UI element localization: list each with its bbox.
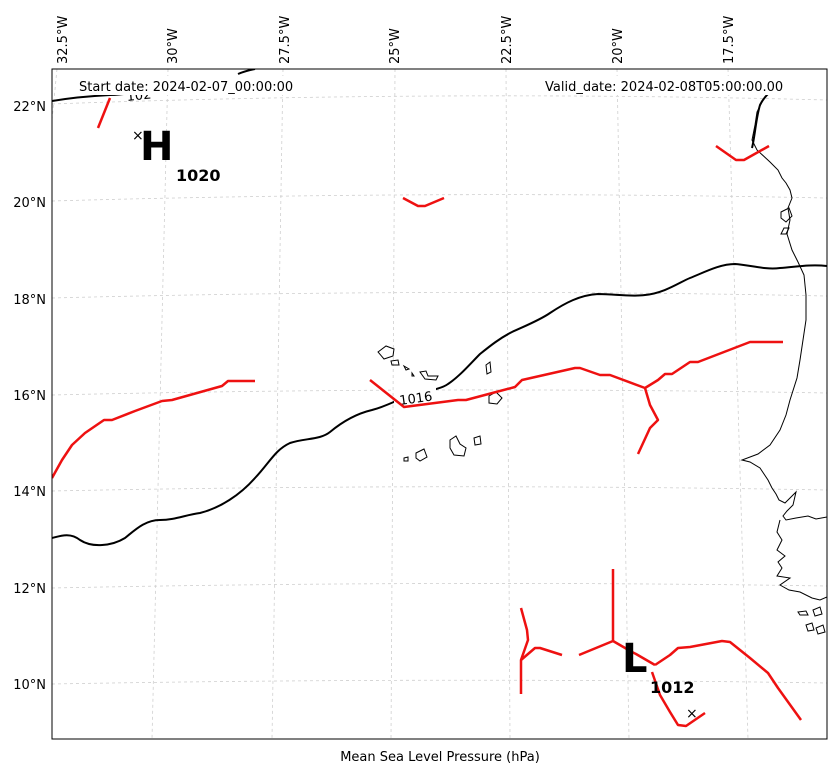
longitude-labels: 32.5°W 30°W 27.5°W 25°W 22.5°W 20°W 17.5… [56, 16, 737, 64]
low-marker: × [686, 706, 698, 722]
trough-northwest [96, 97, 112, 129]
lon-label-20w: 20°W [611, 28, 626, 64]
map-caption: Mean Sea Level Pressure (hPa) [340, 750, 540, 765]
lat-label-10n: 10°N [13, 678, 46, 693]
high-marker: × [132, 128, 144, 144]
isobar-north-coast [751, 91, 771, 149]
trough-south-c [578, 639, 656, 667]
lat-label-14n: 14°N [13, 485, 46, 500]
valid-date: Valid_date: 2024-02-08T05:00:00.00 [545, 80, 783, 95]
cape-verde-islands [377, 345, 503, 462]
trough-south-a [519, 607, 530, 694]
lat-label-22n: 22°N [13, 100, 46, 115]
lon-label-25w: 25°W [388, 28, 403, 64]
trough-west [52, 379, 255, 479]
start-date-bg [74, 76, 314, 95]
isobar-label-bg [394, 386, 436, 404]
lat-label-16n: 16°N [13, 389, 46, 404]
graticule [52, 69, 827, 739]
high-letter: H [140, 124, 173, 170]
start-date: Start date: 2024-02-07_00:00:00 [79, 80, 293, 95]
lat-label-18n: 18°N [13, 293, 46, 308]
trough-south-e [650, 671, 706, 728]
coastline [740, 93, 827, 635]
trough-south-d [654, 639, 803, 721]
africa-coastline [740, 93, 827, 521]
valid-date-bg [540, 76, 806, 95]
low-value: 1012 [650, 678, 695, 697]
map-frame [51, 68, 828, 740]
high-value: 1020 [176, 166, 221, 185]
lon-label-30w: 30°W [166, 28, 181, 64]
trough-northeast [715, 144, 770, 162]
low-pressure-center: L 1012 × [622, 636, 698, 722]
trough-central-branch [636, 387, 660, 455]
lon-label-22-5w: 22.5°W [500, 16, 515, 64]
trough-south-b [520, 646, 563, 661]
troughs [52, 97, 803, 728]
trough-central [369, 340, 783, 409]
high-pressure-center: × H 1020 [132, 124, 221, 185]
latitude-labels: 22°N 20°N 18°N 16°N 14°N 12°N 10°N [13, 100, 46, 693]
lon-label-17-5w: 17.5°W [722, 16, 737, 64]
lon-label-27-5w: 27.5°W [278, 16, 293, 64]
trough-north [402, 196, 445, 208]
low-letter: L [622, 636, 648, 682]
lon-label-32-5w: 32.5°W [56, 16, 71, 64]
isobar-1016 [52, 262, 827, 546]
lat-label-20n: 20°N [13, 196, 46, 211]
lat-label-12n: 12°N [13, 582, 46, 597]
